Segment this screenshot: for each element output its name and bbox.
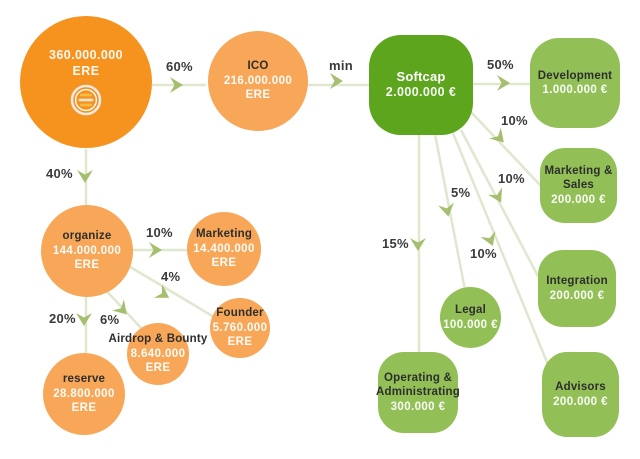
edge-softcap-advisors [451,132,551,368]
airdrop-bounty-unit: ERE [145,362,171,375]
node-ico: ICO 216.000.000 ERE [208,31,308,131]
airdrop-bounty-title: Airdrop & Bounty [108,333,208,346]
marketing-sales-title-line1: Marketing & [544,164,613,177]
operating-value: 300.000 € [390,400,446,413]
arrowhead-icon [76,313,92,326]
edge-softcap-marketing-sales [470,111,542,187]
marketing-sales-value: 200.000 € [551,193,606,206]
label-to-marketing: 10% [146,225,173,240]
node-softcap: Softcap 2.000.000 € [369,35,473,135]
node-marketing: Marketing 14.400.000 ERE [187,212,261,286]
node-founder: Founder 5.760.000 ERE [210,298,270,358]
node-integration: Integration 200.000 € [538,250,616,327]
node-reserve: reserve 28.800.000 ERE [43,353,125,435]
development-value: 1.000.000 € [542,84,608,96]
label-to-operating: 15% [382,236,409,251]
label-to-legal: 5% [451,185,471,200]
label-to-integration: 10% [498,171,525,186]
label-to-softcap: min [329,58,354,73]
arrowhead-icon [497,75,510,91]
integration-value: 200.000 € [549,289,605,302]
organize-value: 144.000.000 [52,244,122,257]
label-to-airdrop: 6% [100,312,120,327]
arrowhead-icon [410,238,426,251]
arrowhead-icon [153,284,170,298]
reserve-unit: ERE [71,402,97,415]
arrowhead-icon [438,202,454,217]
label-to-founder: 4% [161,269,181,284]
founder-unit: ERE [227,336,253,349]
node-organize: organize 144.000.000 ERE [41,205,133,297]
node-development: Development 1.000.000 € [530,38,620,128]
arrowhead-icon [170,77,183,93]
label-to-organize: 40% [46,166,73,181]
arrowhead-icon [330,73,343,89]
marketing-unit: ERE [211,257,237,270]
airdrop-bounty-value: 8.640.000 [130,347,186,360]
total-supply-unit: ERE [72,64,100,78]
label-to-advisors: 10% [470,246,497,261]
operating-title-line2: Administrating [376,386,460,399]
operating-title-line1: Operating & [383,371,452,384]
reserve-title: reserve [62,373,106,386]
node-legal: Legal 100.000 € [440,287,501,348]
arrowhead-icon [487,187,503,203]
total-supply-value: 360.000.000 [49,48,123,63]
ere-coin-icon [70,84,102,115]
legal-value: 100.000 € [443,318,498,331]
ico-title: ICO [247,60,269,73]
reserve-value: 28.800.000 [53,387,115,400]
node-airdrop-bounty: Airdrop & Bounty 8.640.000 ERE [108,323,207,385]
founder-title: Founder [216,307,264,320]
arrowhead-icon [112,299,127,315]
node-operating: Operating & Administrating 300.000 € [376,352,460,433]
marketing-sales-title-line2: Sales [562,179,595,192]
organize-unit: ERE [74,259,100,272]
ico-value: 216.000.000 [223,74,293,87]
integration-title: Integration [546,275,608,288]
label-to-development: 50% [487,57,514,72]
arrowhead-icon [480,231,496,247]
organize-title: organize [62,230,112,243]
node-marketing-sales: Marketing & Sales 200.000 € [540,148,617,223]
advisors-title: Advisors [555,381,606,394]
node-advisors: Advisors 200.000 € [542,352,619,437]
arrowhead-icon [149,242,162,258]
arrowhead-icon [77,170,93,183]
softcap-value: 2.000.000 € [385,85,457,100]
ico-unit: ERE [245,89,271,102]
label-to-ico: 60% [166,59,193,74]
label-to-reserve: 20% [49,311,76,326]
node-total-supply: 360.000.000 ERE [20,16,152,148]
softcap-title: Softcap [396,69,446,85]
marketing-value: 14.400.000 [193,242,255,255]
edge-organize-founder [121,260,215,319]
development-title: Development [537,69,613,82]
edge-softcap-integration [459,129,541,279]
arrowhead-icon [489,127,504,143]
founder-value: 5.760.000 [212,321,268,334]
advisors-value: 200.000 € [553,395,608,408]
label-to-marketing-sales: 10% [501,113,528,128]
legal-title: Legal [454,304,487,317]
marketing-title: Marketing [195,228,253,241]
